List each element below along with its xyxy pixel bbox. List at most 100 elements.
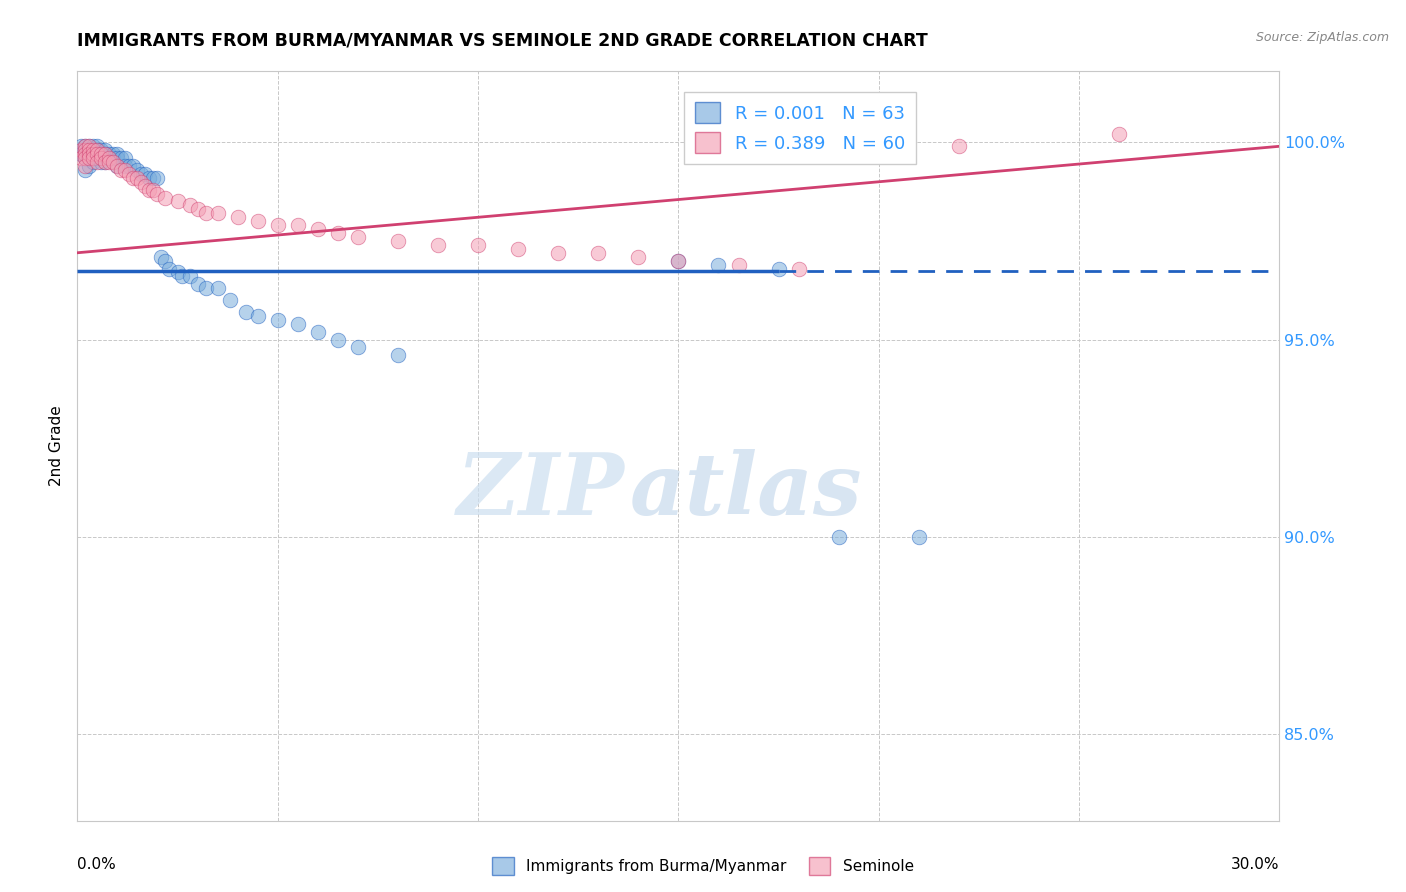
Point (467, 238, 489, 252)
Point (138, 170, 160, 185)
Point (155, 253, 177, 268)
Point (82, 143, 104, 157)
Point (107, 159, 129, 173)
Point (668, 253, 690, 268)
Point (75, 163, 97, 178)
Point (70, 139, 93, 153)
Point (114, 151, 136, 165)
Point (179, 269, 201, 284)
Point (79, 139, 101, 153)
Point (142, 183, 165, 197)
Point (179, 198, 201, 212)
Point (131, 175, 153, 189)
Point (307, 325, 329, 339)
Point (94, 143, 117, 157)
Point (287, 218, 309, 232)
Legend: R = 0.001   N = 63, R = 0.389   N = 60: R = 0.001 N = 63, R = 0.389 N = 60 (685, 92, 915, 164)
Point (75, 139, 97, 153)
Point (267, 313, 290, 327)
Point (828, 530, 851, 544)
Point (107, 147, 129, 161)
Point (207, 281, 229, 295)
Point (90, 147, 112, 161)
Point (98, 151, 121, 165)
Point (90, 155, 112, 169)
Point (547, 245, 569, 260)
Point (79, 143, 101, 157)
Text: atlas: atlas (630, 450, 863, 533)
Text: 0.0%: 0.0% (77, 856, 117, 871)
Point (138, 183, 160, 197)
Point (146, 170, 169, 185)
Point (194, 206, 217, 220)
Point (707, 258, 730, 272)
Point (110, 163, 132, 178)
Text: Source: ZipAtlas.com: Source: ZipAtlas.com (1256, 31, 1389, 45)
Point (122, 159, 145, 173)
Text: ZIP: ZIP (457, 450, 624, 533)
Text: 30.0%: 30.0% (1232, 856, 1279, 871)
Point (134, 178, 156, 193)
Point (79, 139, 101, 153)
Point (82, 151, 104, 165)
Point (94, 147, 117, 161)
Point (110, 151, 132, 165)
Point (75, 151, 97, 165)
Point (86, 143, 108, 157)
Point (166, 194, 188, 209)
Point (114, 159, 136, 173)
Point (908, 530, 931, 544)
Y-axis label: 2nd Grade: 2nd Grade (49, 406, 65, 486)
Point (146, 186, 169, 201)
Point (94, 147, 117, 161)
Point (127, 163, 149, 178)
Point (94, 155, 117, 169)
Point (79, 151, 101, 165)
Point (508, 242, 530, 256)
Point (107, 151, 129, 165)
Point (82, 147, 104, 161)
Point (287, 317, 309, 331)
Point (768, 261, 790, 276)
Point (75, 159, 97, 173)
Point (427, 238, 450, 252)
Point (90, 147, 112, 161)
Point (668, 253, 690, 268)
Point (1108, 128, 1130, 142)
Point (103, 151, 125, 165)
Point (79, 147, 101, 161)
Point (103, 147, 125, 161)
Point (187, 277, 209, 292)
Point (122, 170, 145, 185)
Point (307, 222, 329, 236)
Point (387, 348, 409, 362)
Point (235, 305, 257, 319)
Point (187, 202, 209, 217)
Point (787, 261, 810, 276)
Point (70, 151, 93, 165)
Point (218, 293, 240, 307)
Point (387, 234, 409, 248)
Point (94, 155, 117, 169)
Point (114, 163, 136, 178)
Point (155, 190, 177, 204)
Point (131, 167, 153, 181)
Point (75, 151, 97, 165)
Point (107, 159, 129, 173)
Point (267, 218, 290, 232)
Point (86, 139, 108, 153)
Point (142, 170, 165, 185)
Text: IMMIGRANTS FROM BURMA/MYANMAR VS SEMINOLE 2ND GRADE CORRELATION CHART: IMMIGRANTS FROM BURMA/MYANMAR VS SEMINOL… (77, 31, 928, 49)
Point (82, 155, 104, 169)
Point (118, 167, 141, 181)
Point (79, 143, 101, 157)
Point (226, 211, 249, 225)
Point (82, 147, 104, 161)
Point (70, 143, 93, 157)
Point (75, 143, 97, 157)
Point (90, 143, 112, 157)
Point (246, 309, 269, 323)
Point (82, 139, 104, 153)
Point (86, 143, 108, 157)
Point (326, 333, 349, 347)
